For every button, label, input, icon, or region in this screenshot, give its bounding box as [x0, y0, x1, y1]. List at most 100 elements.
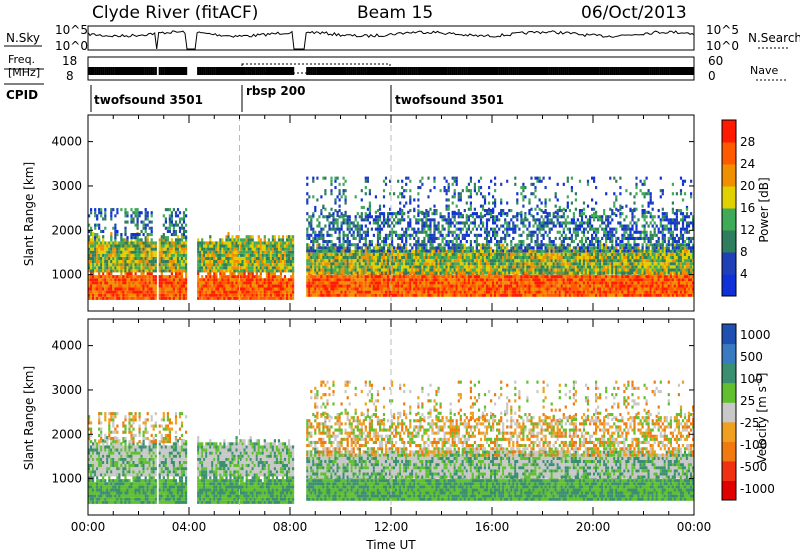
range-gate-cell: [207, 254, 209, 257]
range-gate-cell: [363, 206, 365, 209]
range-gate-cell: [393, 256, 395, 259]
range-gate-cell: [470, 180, 472, 183]
range-gate-cell: [490, 281, 492, 284]
range-gate-cell: [108, 294, 110, 297]
range-gate-cell: [276, 281, 278, 284]
range-gate-cell: [464, 237, 466, 240]
range-gate-cell: [312, 240, 314, 243]
range-gate-cell: [264, 238, 266, 241]
range-gate-cell: [155, 266, 157, 269]
range-gate-cell: [145, 288, 147, 291]
range-gate-cell: [203, 257, 205, 260]
range-gate-cell: [124, 260, 126, 263]
range-gate-cell: [197, 269, 199, 272]
range-gate-cell: [385, 237, 387, 240]
range-gate-cell: [450, 281, 452, 284]
range-gate-cell: [482, 268, 484, 271]
range-gate-cell: [409, 291, 411, 294]
range-gate-cell: [141, 278, 143, 281]
range-gate-cell: [246, 245, 248, 248]
range-gate-cell: [466, 288, 468, 291]
range-gate-cell: [244, 241, 246, 244]
range-gate-cell: [472, 221, 474, 224]
range-gate-cell: [431, 237, 433, 240]
range-gate-cell: [110, 260, 112, 263]
range-gate-cell: [276, 278, 278, 281]
range-gate-cell: [306, 281, 308, 284]
range-gate-cell: [252, 241, 254, 244]
range-gate-cell: [132, 297, 134, 300]
range-gate-cell: [108, 251, 110, 254]
range-gate-cell: [108, 263, 110, 266]
range-gate-cell: [328, 225, 330, 228]
range-gate-cell: [266, 263, 268, 266]
range-gate-cell: [423, 288, 425, 291]
range-gate-cell: [312, 243, 314, 246]
range-gate-cell: [419, 247, 421, 250]
range-gate-cell: [413, 256, 415, 259]
range-gate-cell: [120, 269, 122, 272]
range-gate-cell: [102, 257, 104, 260]
range-gate-cell: [183, 260, 185, 263]
range-gate-cell: [349, 259, 351, 262]
range-gate-cell: [421, 256, 423, 259]
range-gate-cell: [209, 266, 211, 269]
range-gate-cell: [452, 250, 454, 253]
range-gate-cell: [280, 269, 282, 272]
freq-bar: [407, 67, 409, 75]
range-gate-cell: [98, 260, 100, 263]
range-gate-cell: [450, 275, 452, 278]
range-gate-cell: [173, 251, 175, 254]
freq-bar: [367, 67, 369, 75]
range-gate-cell: [369, 272, 371, 275]
freq-bar: [642, 67, 644, 75]
range-gate-cell: [496, 249, 498, 252]
range-gate-cell: [357, 275, 359, 278]
range-gate-cell: [250, 291, 252, 294]
range-gate-cell: [369, 291, 371, 294]
range-gate-cell: [488, 256, 490, 259]
range-gate-cell: [203, 278, 205, 281]
range-gate-cell: [181, 260, 183, 263]
freq-bar: [308, 67, 310, 75]
range-gate-cell: [334, 198, 336, 201]
range-gate-cell: [367, 265, 369, 268]
range-gate-cell: [492, 202, 494, 205]
range-gate-cell: [149, 275, 151, 278]
range-gate-cell: [470, 208, 472, 211]
range-gate-cell: [355, 246, 357, 249]
range-gate-cell: [102, 248, 104, 251]
range-gate-cell: [405, 240, 407, 243]
range-gate-cell: [407, 278, 409, 281]
range-gate-cell: [442, 249, 444, 252]
range-gate-cell: [124, 257, 126, 260]
range-gate-cell: [409, 288, 411, 291]
range-gate-cell: [159, 288, 161, 291]
range-gate-cell: [328, 228, 330, 231]
range-gate-cell: [478, 284, 480, 287]
range-gate-cell: [466, 294, 468, 297]
range-gate-cell: [332, 291, 334, 294]
range-gate-cell: [288, 281, 290, 284]
freq-bar: [571, 67, 573, 75]
range-gate-cell: [310, 268, 312, 271]
range-gate-cell: [227, 248, 229, 251]
range-gate-cell: [369, 202, 371, 205]
freq-bar: [395, 67, 397, 75]
range-gate-cell: [120, 266, 122, 269]
range-gate-cell: [452, 183, 454, 186]
range-gate-cell: [221, 272, 223, 275]
range-gate-cell: [460, 212, 462, 215]
range-gate-cell: [177, 291, 179, 294]
range-gate-cell: [334, 281, 336, 284]
range-gate-cell: [421, 275, 423, 278]
freq-bar: [433, 67, 435, 75]
range-gate-cell: [407, 215, 409, 218]
range-gate-cell: [363, 291, 365, 294]
range-gate-cell: [215, 248, 217, 251]
range-gate-cell: [401, 253, 403, 256]
range-gate-cell: [227, 275, 229, 278]
range-gate-cell: [381, 275, 383, 278]
range-gate-cell: [444, 262, 446, 265]
range-gate-cell: [466, 214, 468, 217]
